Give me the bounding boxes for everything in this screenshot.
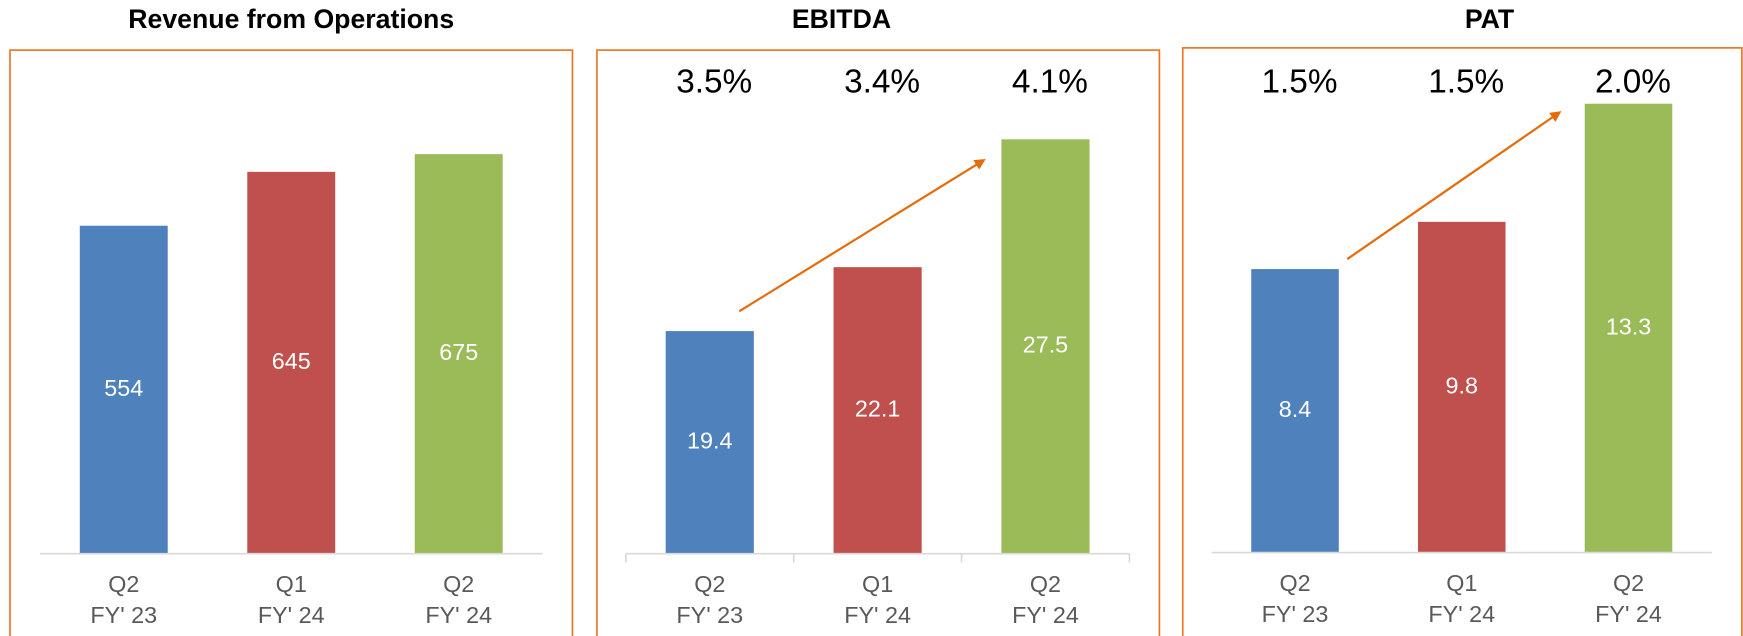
value-label: 675 bbox=[439, 339, 478, 365]
bar bbox=[247, 171, 336, 554]
value-label: 9.8 bbox=[1446, 372, 1478, 398]
x-tick-label: FY' 23 bbox=[1262, 601, 1329, 627]
x-tick-label: Q1 bbox=[1446, 570, 1477, 596]
margin-label: 2.0% bbox=[1595, 63, 1671, 100]
bar bbox=[414, 154, 503, 554]
margin-label: 3.5% bbox=[676, 63, 752, 100]
margin-label: 1.5% bbox=[1428, 63, 1504, 100]
x-tick-label: FY' 24 bbox=[1428, 601, 1495, 627]
trend-arrow bbox=[738, 158, 986, 313]
x-tick-label: Q2 bbox=[443, 571, 474, 597]
value-label: 8.4 bbox=[1279, 396, 1311, 422]
x-tick-label: FY' 23 bbox=[676, 602, 743, 628]
margin-label: 3.4% bbox=[844, 63, 920, 100]
bar bbox=[1001, 139, 1090, 554]
bar bbox=[665, 331, 754, 554]
bar bbox=[1417, 221, 1506, 553]
x-tick-label: FY' 24 bbox=[425, 602, 492, 628]
bar bbox=[1251, 269, 1339, 553]
x-tick-label: Q1 bbox=[862, 571, 893, 597]
x-tick-label: Q1 bbox=[276, 571, 307, 597]
value-label: 554 bbox=[104, 375, 143, 401]
bar bbox=[833, 267, 922, 554]
x-tick-label: Q2 bbox=[1030, 571, 1061, 597]
panel-border bbox=[1181, 47, 1743, 636]
x-tick-label: FY' 23 bbox=[90, 602, 157, 628]
x-tick-label: Q2 bbox=[694, 571, 725, 597]
margin-label: 1.5% bbox=[1261, 63, 1337, 100]
chart-title: Revenue from Operations bbox=[128, 4, 454, 34]
value-label: 13.3 bbox=[1606, 313, 1651, 339]
panel-border bbox=[9, 49, 574, 636]
margin-label: 4.1% bbox=[1012, 63, 1088, 100]
trend-arrow bbox=[1346, 111, 1562, 260]
value-label: 27.5 bbox=[1023, 332, 1068, 358]
chart-title: PAT bbox=[1465, 4, 1514, 34]
panel-border bbox=[596, 49, 1161, 636]
x-tick-label: FY' 24 bbox=[1012, 602, 1079, 628]
chart-title: EBITDA bbox=[792, 4, 891, 34]
x-tick-label: FY' 24 bbox=[1595, 601, 1662, 627]
x-tick-label: Q2 bbox=[108, 571, 139, 597]
x-tick-label: Q2 bbox=[1613, 570, 1644, 596]
bar bbox=[1584, 103, 1673, 553]
value-label: 645 bbox=[272, 348, 311, 374]
value-label: 22.1 bbox=[855, 396, 900, 422]
value-label: 19.4 bbox=[687, 428, 732, 454]
x-tick-label: FY' 24 bbox=[258, 602, 325, 628]
bar bbox=[79, 225, 168, 554]
x-tick-label: FY' 24 bbox=[844, 602, 911, 628]
x-tick-label: Q2 bbox=[1279, 570, 1310, 596]
